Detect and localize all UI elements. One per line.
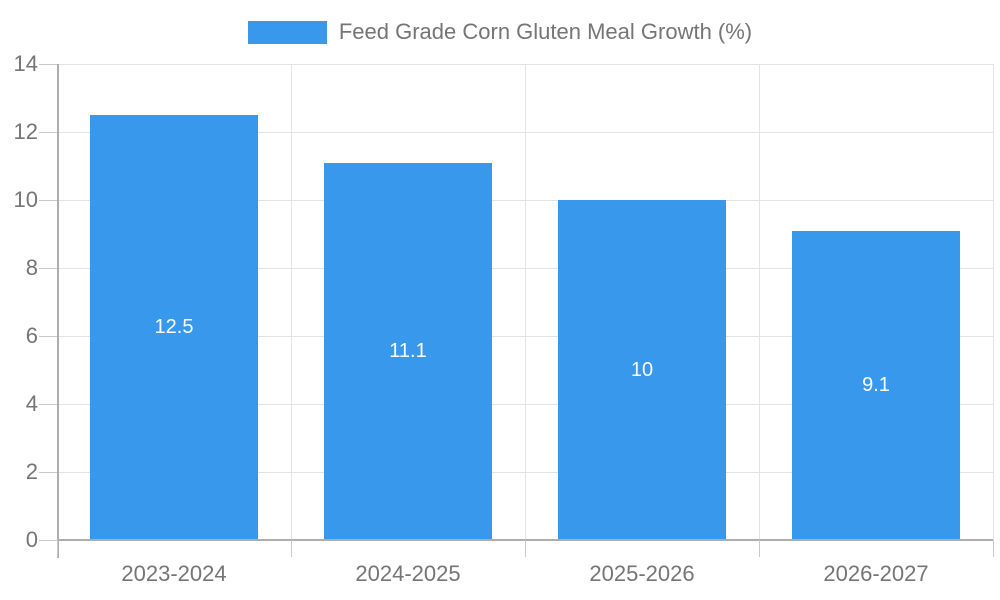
x-axis-tick [57,540,58,557]
gridline-vertical [525,64,526,540]
y-axis-tick [39,132,57,133]
bar-2025-2026: 10 [557,200,727,540]
gridline-vertical [759,64,760,540]
bar-2026-2027: 9.1 [791,230,961,540]
gridline-vertical [993,64,994,540]
y-axis-tick [39,64,57,65]
y-axis-tick-label: 6 [25,323,38,348]
x-axis-tick-label: 2024-2025 [355,561,461,586]
x-axis-tick-label: 2025-2026 [589,561,695,586]
bar-value-label: 9.1 [862,373,890,396]
y-axis-tick-label: 10 [13,187,38,212]
y-axis-tick-label: 14 [13,51,38,76]
y-axis-line [57,64,59,558]
y-axis-tick [39,472,57,473]
y-axis-tick-label: 8 [25,255,38,280]
y-axis-tick [39,540,57,541]
bar-value-label: 12.5 [154,316,194,338]
bar-2023-2024: 12.5 [89,115,259,540]
gridline-vertical [291,64,292,540]
y-axis-tick [39,268,57,269]
legend-label: Feed Grade Corn Gluten Meal Growth (%) [338,19,753,44]
x-axis-tick [291,540,292,557]
y-axis-tick-label: 2 [25,459,38,484]
y-axis-tick-label: 4 [25,391,38,416]
x-axis-tick-label: 2026-2027 [823,561,929,586]
bar-value-label: 10 [630,358,654,381]
plot-area: 12.5 11.1 10 9.1 [57,64,994,540]
legend-color-swatch [247,20,327,44]
x-axis-tick [525,540,526,557]
x-axis-tick-label: 2023-2024 [121,561,227,586]
bar-2024-2025: 11.1 [323,162,493,540]
y-axis-tick [39,336,57,337]
y-axis-tick-label: 0 [25,527,38,552]
chart-legend: Feed Grade Corn Gluten Meal Growth (%) [0,19,1000,45]
y-axis-tick-label: 12 [13,119,38,144]
bar-value-label: 11.1 [389,339,427,362]
y-axis-tick [39,200,57,201]
x-axis-tick [759,540,760,557]
x-axis-tick [993,540,994,557]
y-axis-tick [39,404,57,405]
